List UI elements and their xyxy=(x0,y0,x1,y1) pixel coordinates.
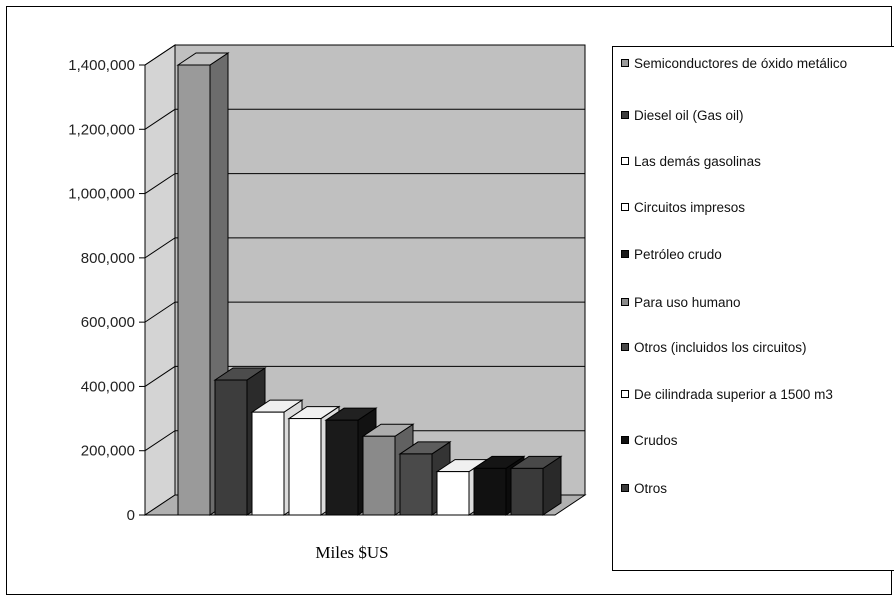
legend-swatch xyxy=(621,203,629,211)
legend-label: Circuitos impresos xyxy=(634,200,746,215)
bar-front xyxy=(288,418,322,516)
y-tick-label: 0 xyxy=(127,507,135,524)
legend-label: Las demás gasolinas xyxy=(634,154,761,169)
y-tick-label: 200,000 xyxy=(81,443,135,460)
bar-front xyxy=(177,64,211,516)
bar-front xyxy=(436,471,470,516)
bar-front xyxy=(325,419,359,516)
legend-swatch xyxy=(621,436,629,444)
y-tick-label: 1,200,000 xyxy=(68,121,135,138)
y-tick-label: 1,400,000 xyxy=(68,57,135,74)
legend-label: Diesel oil (Gas oil) xyxy=(634,108,744,123)
legend-swatch xyxy=(621,59,629,67)
legend-label: Petróleo crudo xyxy=(634,247,722,262)
legend-swatch xyxy=(621,390,629,398)
gridline xyxy=(144,173,585,194)
legend-swatch xyxy=(621,157,629,165)
bar-front xyxy=(362,435,396,516)
gridline xyxy=(144,365,585,387)
y-tick-label: 600,000 xyxy=(81,314,135,331)
x-axis-label: Miles $US xyxy=(315,543,388,562)
legend-label: Semiconductores de óxido metálico xyxy=(634,56,848,71)
side-wall xyxy=(144,44,176,516)
legend-label: Crudos xyxy=(634,433,678,448)
gridline xyxy=(144,108,585,130)
legend-swatch xyxy=(621,250,629,258)
legend-swatch xyxy=(621,484,629,492)
legend-label: Otros (incluidos los circuitos) xyxy=(634,340,807,355)
gridline xyxy=(144,430,585,452)
legend-label: Otros xyxy=(634,481,668,496)
gridline xyxy=(144,237,585,259)
y-tick-label: 400,000 xyxy=(81,378,135,395)
gridline xyxy=(144,301,585,323)
legend-swatch xyxy=(621,343,629,351)
legend-swatch xyxy=(621,111,629,119)
legend-label: De cilindrada superior a 1500 m3 xyxy=(634,387,833,402)
bar-front xyxy=(399,453,433,516)
bar-front xyxy=(510,467,544,516)
bar-9 xyxy=(509,455,563,516)
y-tick-label: 800,000 xyxy=(81,250,135,267)
legend-label: Para uso humano xyxy=(634,295,741,310)
legend-swatch xyxy=(621,298,629,306)
chart-legend: Semiconductores de óxido metálico Diesel … xyxy=(612,46,894,571)
bar-front xyxy=(251,411,285,516)
gridline xyxy=(144,44,585,66)
bar-front xyxy=(473,467,507,516)
y-tick-label: 1,000,000 xyxy=(68,186,135,203)
bar-front xyxy=(214,379,248,516)
